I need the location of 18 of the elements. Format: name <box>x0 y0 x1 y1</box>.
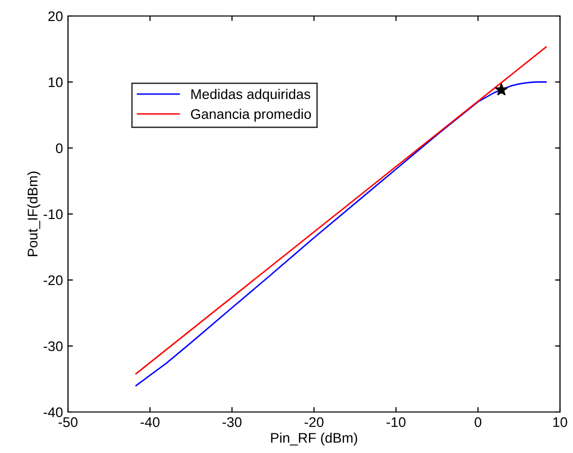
x-tick-label: -20 <box>304 417 324 428</box>
y-tick-label: 10 <box>48 77 63 88</box>
y-tick-label: 0 <box>56 143 63 154</box>
y-tick-label: -40 <box>44 407 63 418</box>
x-tick-label: -30 <box>222 417 242 428</box>
legend-label: Medidas adquiridas <box>191 88 310 102</box>
y-tick-label: 20 <box>48 11 63 22</box>
legend-label: Ganancia promedio <box>190 108 311 122</box>
x-tick-label: -40 <box>140 417 160 428</box>
x-axis-title: Pin_RF (dBm) <box>271 432 358 446</box>
y-tick-label: -10 <box>44 209 63 220</box>
y-tick-label: -20 <box>44 275 63 286</box>
x-tick-label: 10 <box>553 417 568 428</box>
x-tick-label: 0 <box>474 417 482 428</box>
y-axis-title: Pout_IF(dBm) <box>27 172 40 256</box>
x-tick-label: -50 <box>58 417 78 428</box>
y-tick-label: -30 <box>44 341 63 352</box>
x-tick-label: -10 <box>386 417 406 428</box>
